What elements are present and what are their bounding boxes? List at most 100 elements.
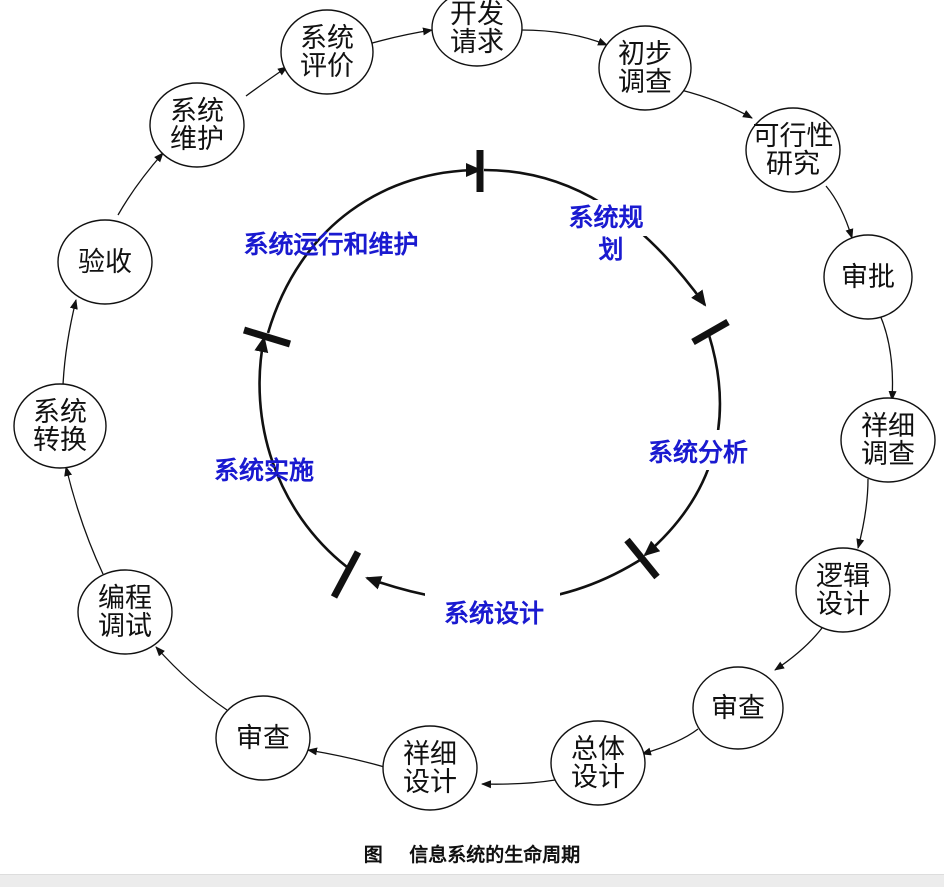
node-review-2: 审查 (215, 695, 311, 781)
node-label: 审批 (841, 262, 895, 293)
arrow-review-2-to-coding-debug (155, 646, 228, 711)
phase-label: 划 (598, 235, 623, 264)
arc-operation (266, 163, 482, 334)
node-label: 系统 (170, 96, 224, 127)
bottom-bar (0, 874, 944, 887)
node-ellipse (13, 383, 107, 469)
arrow-system-maintenance-to-system-evaluation (245, 66, 288, 97)
node-label: 祥细 (861, 411, 915, 442)
node-label: 系统 (300, 23, 354, 54)
arrow-review-1-to-general-design (641, 728, 699, 756)
node-label: 总体 (571, 734, 625, 765)
node-label: 开发 (450, 0, 504, 30)
node-label: 转换 (33, 425, 87, 456)
node-ellipse (840, 397, 936, 483)
phase-label: 系统实施 (214, 456, 314, 485)
node-label: 设计 (403, 767, 457, 798)
node-ellipse (149, 82, 245, 168)
phase-design: 系统设计 (444, 599, 544, 628)
node-ellipse (431, 0, 523, 67)
outer-cycle-arrows (62, 27, 897, 789)
tick-bottom-left (330, 550, 362, 599)
arrow-prelim-survey-to-feasibility (680, 89, 753, 119)
tick-left (242, 326, 292, 348)
phase-analysis: 系统分析 (648, 438, 748, 467)
node-approval: 审批 (823, 234, 913, 320)
node-label: 可行性 (753, 121, 834, 152)
tick-right (691, 318, 730, 346)
figure-caption: 图 信息系统的生命周期 (363, 844, 581, 866)
node-ellipse (215, 695, 311, 781)
phase-label: 系统规 (568, 203, 643, 232)
node-label: 研究 (766, 149, 820, 180)
node-label: 请求 (450, 27, 504, 58)
node-label: 初步 (618, 39, 672, 70)
phase-boundary-ticks (242, 150, 730, 599)
node-label: 设计 (816, 589, 870, 620)
node-ellipse (598, 25, 692, 111)
mask-planning (540, 200, 670, 236)
node-review-1: 审查 (692, 666, 784, 750)
arrow-approval-to-detailed-survey (879, 314, 897, 401)
arrow-detailed-survey-to-logical-design (856, 478, 869, 549)
node-label: 评价 (300, 51, 354, 82)
node-label: 设计 (571, 762, 625, 793)
mask-analysis (635, 430, 760, 470)
arrow-general-design-to-detailed-design (481, 779, 556, 789)
node-ellipse (57, 219, 153, 305)
arrow-dev-request-to-prelim-survey (520, 29, 608, 46)
node-label: 调查 (618, 67, 672, 98)
phase-operation: 系统运行和维护 (243, 230, 418, 259)
node-label: 验收 (78, 247, 132, 278)
arrow-acceptance-to-system-maintenance (117, 152, 164, 216)
node-ellipse (77, 569, 173, 655)
node-label: 逻辑 (816, 561, 870, 592)
node-label: 调试 (98, 611, 152, 642)
arrow-detailed-design-to-review-2 (307, 747, 389, 769)
node-label: 审查 (236, 723, 290, 754)
arrow-system-evaluation-to-dev-request (364, 27, 433, 46)
node-label: 祥细 (403, 739, 457, 770)
node-ellipse (280, 9, 374, 95)
node-ellipse (795, 547, 891, 633)
arrow-coding-debug-to-system-conversion (64, 466, 104, 575)
arrow-system-conversion-to-acceptance (62, 299, 78, 386)
node-acceptance: 验收 (57, 219, 153, 305)
node-ellipse (823, 234, 913, 320)
node-ellipse (550, 720, 646, 806)
node-ellipse (382, 725, 478, 811)
tick-bottom-right (624, 537, 660, 580)
node-label: 调查 (861, 439, 915, 470)
node-ellipse (745, 107, 841, 193)
mask-design (425, 592, 560, 630)
phase-implementation: 系统实施 (214, 456, 314, 485)
node-label: 系统 (33, 397, 87, 428)
arc-implementation (254, 336, 348, 569)
arrow-logical-design-to-review-1 (774, 627, 823, 671)
arc-planning (483, 168, 707, 307)
arrow-feasibility-to-approval (825, 185, 854, 239)
phase-label: 系统分析 (648, 438, 748, 467)
label-gap-masks (425, 200, 760, 630)
node-label: 编程 (98, 583, 152, 614)
node-label: 维护 (170, 124, 224, 155)
phase-label: 系统运行和维护 (243, 230, 418, 259)
node-ellipse (692, 666, 784, 750)
phase-label: 系统设计 (444, 599, 544, 628)
